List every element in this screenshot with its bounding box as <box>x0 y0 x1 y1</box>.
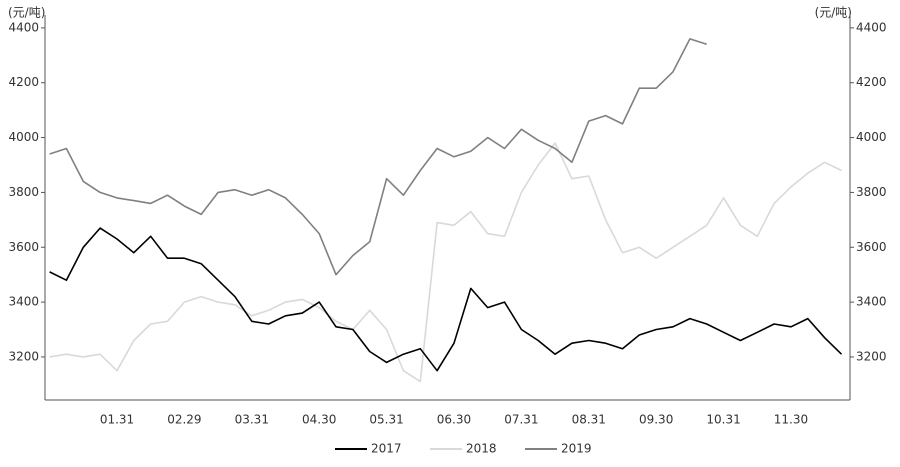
y2-tick-label: 4200 <box>856 75 887 89</box>
legend-label: 2018 <box>466 442 497 456</box>
x-tick-label: 03.31 <box>235 413 269 427</box>
y2-tick-label: 4400 <box>856 20 887 34</box>
legend-label: 2017 <box>371 442 402 456</box>
y2-tick-label: 3200 <box>856 349 887 363</box>
series-line <box>49 142 842 383</box>
y-tick-label: 3600 <box>8 240 39 254</box>
y-tick-label: 4000 <box>8 130 39 144</box>
x-tick-label: 05.31 <box>369 413 403 427</box>
x-tick-label: 10.31 <box>706 413 740 427</box>
x-tick-label: 01.31 <box>100 413 134 427</box>
y-tick-label: 3400 <box>8 295 39 309</box>
x-tick-label: 11.30 <box>774 413 808 427</box>
x-tick-label: 09.30 <box>639 413 673 427</box>
y-tick-label: 3800 <box>8 185 39 199</box>
series-line <box>49 38 707 276</box>
y-unit-label: (元/吨) <box>8 6 45 20</box>
y-tick-label: 4200 <box>8 75 39 89</box>
y2-unit-label: (元/吨) <box>815 6 852 20</box>
y2-tick-label: 4000 <box>856 130 887 144</box>
series-line <box>49 227 843 372</box>
x-tick-label: 08.31 <box>572 413 606 427</box>
y2-tick-label: 3800 <box>856 185 887 199</box>
y2-tick-label: 3400 <box>856 295 887 309</box>
y2-tick-label: 3600 <box>856 240 887 254</box>
x-tick-label: 04.30 <box>302 413 336 427</box>
y-tick-label: 4400 <box>8 20 39 34</box>
y-tick-label: 3200 <box>8 349 39 363</box>
legend-label: 2019 <box>561 442 592 456</box>
x-tick-label: 06.30 <box>437 413 471 427</box>
x-tick-label: 07.31 <box>504 413 538 427</box>
x-tick-label: 02.29 <box>167 413 201 427</box>
